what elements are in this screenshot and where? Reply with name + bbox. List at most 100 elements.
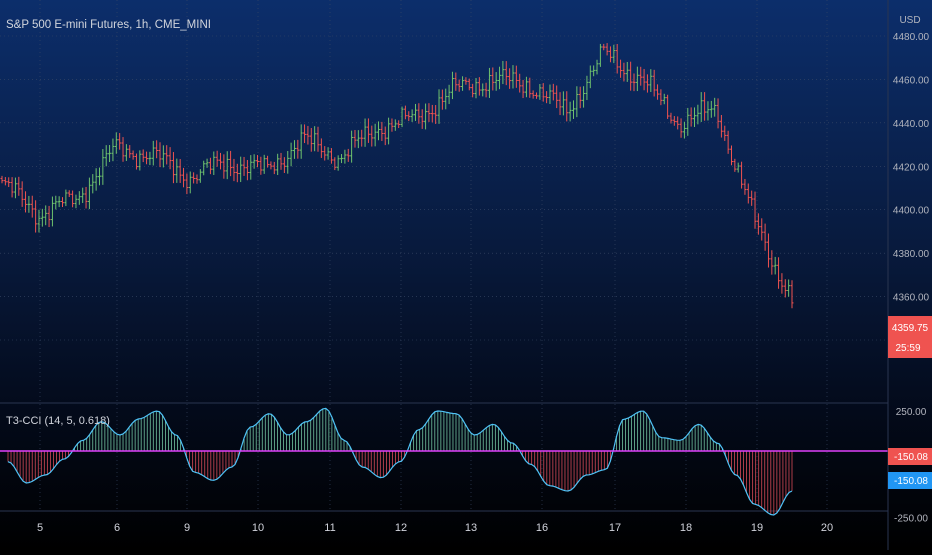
price-bar (360, 129, 364, 147)
price-bar (612, 44, 616, 64)
time-axis-labels[interactable]: 5 6 9 10 11 12 13 16 17 18 19 20 (37, 522, 833, 534)
price-bar (64, 189, 68, 207)
price-bar (491, 67, 495, 91)
price-axis-tick-label: 4480.00 (893, 32, 930, 43)
price-bar (225, 151, 229, 180)
price-bar (397, 120, 401, 129)
price-bar (551, 83, 555, 101)
price-bar (531, 90, 535, 99)
time-axis-label: 18 (680, 522, 692, 534)
indicator-label[interactable]: T3-CCI (14, 5, 0.618) (6, 415, 110, 427)
price-bar (185, 173, 189, 195)
price-bar (343, 149, 347, 164)
price-axis-tick-label: 4360.00 (893, 293, 930, 304)
price-bar (50, 196, 54, 227)
time-axis-label: 12 (395, 522, 407, 534)
price-bar (84, 186, 88, 209)
price-bar (471, 83, 475, 98)
price-bar (81, 187, 85, 204)
bar-countdown: 25:59 (895, 343, 920, 354)
price-bar (165, 145, 169, 165)
price-bar (501, 60, 505, 85)
price-bar (568, 101, 572, 122)
price-bar (656, 84, 660, 100)
price-bar (128, 145, 132, 158)
price-bar (588, 65, 592, 89)
price-bar (541, 83, 545, 102)
price-bar (356, 130, 360, 149)
price-bar (316, 126, 320, 152)
price-bar (353, 129, 357, 148)
price-bar (255, 155, 259, 168)
oscillator-axis-tick-label: 250.00 (896, 407, 927, 418)
price-bar (545, 91, 549, 104)
price-bar (427, 103, 431, 122)
price-bar (413, 103, 417, 121)
price-bar (289, 142, 293, 167)
price-bar (134, 153, 138, 170)
price-bar (652, 69, 656, 97)
price-bar (672, 116, 676, 126)
price-bar (598, 43, 602, 67)
price-bar (750, 190, 754, 206)
price-bar (467, 78, 471, 91)
price-bar (158, 142, 162, 168)
oscillator-histogram[interactable] (7, 408, 793, 515)
price-bar (693, 107, 697, 127)
price-bar (104, 145, 108, 167)
price-bar (309, 127, 313, 152)
price-bar (450, 71, 454, 100)
price-bar (595, 59, 599, 75)
price-bar (766, 233, 770, 268)
price-bar (403, 105, 407, 120)
price-bar (390, 118, 394, 132)
price-bar (703, 92, 707, 121)
price-axis-tick-label: 4380.00 (893, 249, 930, 260)
price-bar (346, 148, 350, 162)
price-bar (182, 167, 186, 188)
price-bar (212, 151, 216, 175)
price-bars[interactable] (0, 43, 794, 309)
price-bar (696, 104, 700, 125)
price-bar (639, 66, 643, 86)
price-bar (689, 107, 693, 127)
price-bar (676, 116, 680, 130)
price-bar (538, 83, 542, 100)
price-bar (548, 84, 552, 104)
chart-title[interactable]: S&P 500 E-mini Futures, 1h, CME_MINI (6, 19, 211, 31)
price-bar (565, 91, 569, 122)
price-bar (393, 119, 397, 131)
price-bar (649, 69, 653, 93)
price-bar (682, 121, 686, 139)
price-bar (101, 149, 105, 185)
price-bar (706, 101, 710, 121)
price-bar (444, 88, 448, 110)
price-bar (716, 98, 720, 129)
price-bar (313, 126, 317, 152)
price-bar (198, 169, 202, 183)
price-bar (494, 72, 498, 91)
currency-label[interactable]: USD (899, 15, 920, 26)
price-bar (292, 140, 296, 159)
price-bar (27, 195, 31, 213)
price-bar (783, 279, 787, 298)
price-bar (400, 106, 404, 128)
price-bar (508, 68, 512, 89)
price-bar (575, 86, 579, 118)
oscillator-cci-line[interactable] (7, 407, 793, 516)
price-bar (632, 73, 636, 92)
oscillator-axis-ticks: 250.00 -250.00 (894, 407, 928, 525)
price-bar (252, 154, 256, 169)
price-bar (235, 163, 239, 183)
time-axis-label: 10 (252, 522, 264, 534)
price-bar (474, 78, 478, 99)
price-bar (514, 65, 518, 88)
price-bar (434, 105, 438, 124)
price-bar (97, 167, 101, 186)
price-bar (387, 117, 391, 145)
price-bar (602, 43, 606, 51)
price-bar (410, 109, 414, 122)
price-bar (713, 97, 717, 117)
